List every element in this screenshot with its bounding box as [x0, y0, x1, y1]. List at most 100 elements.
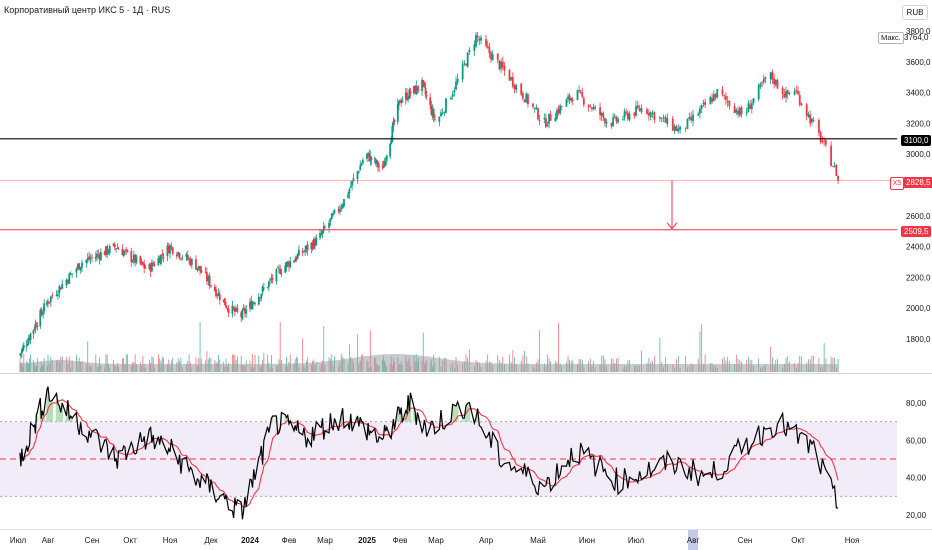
candle-body [385, 155, 388, 161]
candle-body [445, 98, 447, 113]
candle-body [251, 302, 254, 310]
candle-body [207, 276, 210, 282]
candle-body [34, 323, 37, 330]
candle-body [289, 261, 292, 267]
candle-body [438, 116, 441, 122]
candle-body [612, 117, 615, 126]
candle-body [160, 254, 162, 265]
candle-body [343, 199, 345, 207]
candle-body [107, 252, 110, 254]
candle-body [633, 112, 636, 116]
candle-body [653, 112, 656, 120]
candle-body [578, 90, 580, 92]
rsi-tick-label: 40,00 [906, 474, 927, 483]
candle-body [311, 243, 314, 249]
candle-body [441, 112, 444, 114]
candle-body [793, 91, 796, 95]
candle-body [602, 113, 605, 118]
candle-body [306, 244, 309, 251]
candle-body [89, 258, 92, 260]
candle-body [170, 246, 173, 248]
candle-body [284, 266, 287, 273]
candle-body [32, 329, 35, 334]
candle-body [195, 259, 197, 270]
candle-body [79, 266, 82, 271]
target-level-label: 2509,5 [901, 226, 932, 237]
candle-body [57, 294, 59, 296]
time-tick-label: Авг [42, 536, 55, 545]
candle-body [337, 209, 340, 211]
time-tick-label: 2025 [358, 536, 376, 545]
candle-body [465, 64, 467, 66]
candle-body [407, 98, 410, 100]
candle-body [235, 307, 238, 311]
candle-body [714, 93, 717, 98]
candle-body [186, 254, 189, 260]
candle-body [244, 308, 246, 314]
candle-body [622, 118, 624, 120]
candle-body [310, 242, 313, 249]
candle-body [293, 261, 295, 263]
candle-body [666, 117, 669, 125]
candle-body [98, 255, 101, 260]
candle-body [398, 100, 400, 106]
candle-body [377, 161, 379, 168]
candle-body [204, 271, 207, 273]
time-tick-label: Июл [628, 536, 645, 545]
candle-body [41, 314, 44, 315]
candle-body [390, 140, 393, 145]
candle-body [86, 257, 89, 260]
candle-body [349, 186, 352, 188]
candle-body [131, 261, 134, 263]
candle-body [149, 264, 152, 272]
time-highlight [688, 530, 698, 550]
candle-body [206, 272, 208, 282]
candle-body [500, 61, 502, 69]
candle-body [61, 284, 64, 289]
candle-body [208, 275, 211, 286]
candle-body [805, 104, 808, 116]
rsi-tick-label: 80,00 [906, 399, 927, 408]
candle-body [659, 117, 661, 119]
candle-body [135, 256, 138, 263]
candle-body [468, 49, 471, 53]
time-axis: Июл Авг Сен Окт Ноя Дек 2024 Фев Мар 2025 Фев Мар Ап… [10, 530, 859, 550]
candle-body [486, 45, 489, 48]
candle-body [704, 102, 707, 106]
candle-body [66, 280, 69, 283]
candle-body [837, 175, 839, 181]
candle-body [626, 112, 629, 120]
candle-body [305, 245, 308, 250]
candle-body [97, 254, 100, 255]
candle-body [549, 114, 552, 121]
candle-body [216, 294, 219, 296]
volume-ma-area [19, 354, 839, 372]
candle-body [533, 107, 536, 109]
candle-body [594, 106, 597, 109]
candle-body [25, 344, 28, 347]
candle-body [538, 120, 541, 121]
candle-body [295, 257, 298, 260]
current-price-tag: X5 [890, 177, 904, 190]
candle-body [523, 99, 526, 103]
candle-body [617, 118, 619, 123]
candle-body [635, 106, 637, 116]
candle-body [473, 44, 476, 51]
candle-body [809, 114, 812, 124]
candle-body [140, 261, 143, 263]
rsi-line [19, 386, 839, 520]
candle-body [218, 294, 221, 301]
candle-body [535, 107, 538, 109]
candle-body [199, 265, 201, 271]
candle-body [636, 105, 639, 109]
time-tick-label: Окт [791, 536, 805, 545]
candle-body [69, 273, 72, 275]
candle-body [262, 287, 265, 289]
candle-body [807, 114, 810, 117]
candle-body [525, 94, 528, 103]
candle-body [242, 308, 245, 310]
currency-button[interactable]: RUB [902, 5, 928, 20]
time-tick-label: Ноя [163, 536, 178, 545]
candle-body [582, 98, 585, 105]
